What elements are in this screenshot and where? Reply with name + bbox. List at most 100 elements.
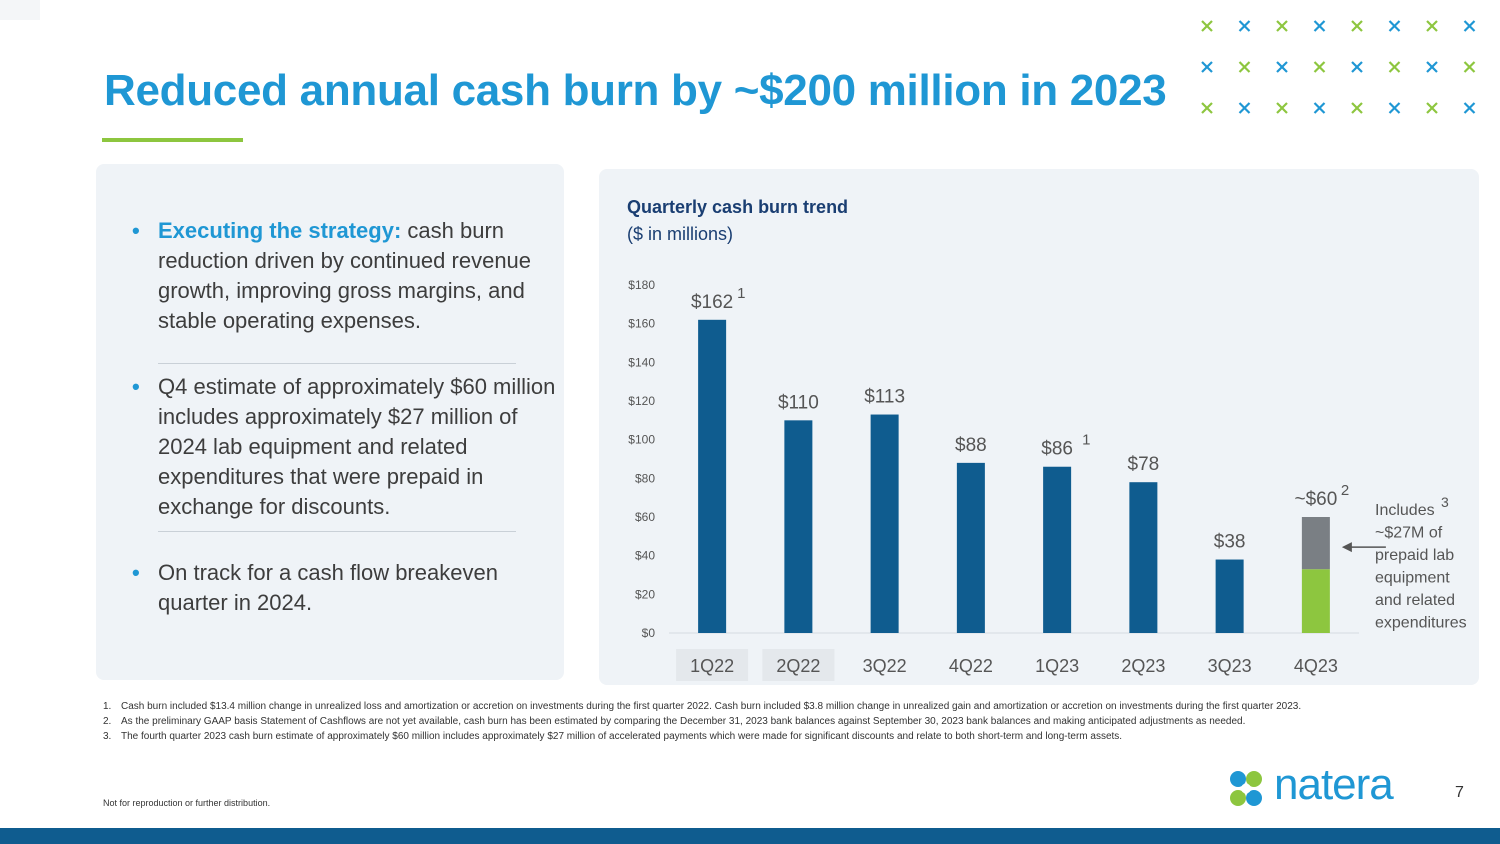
x-mark-icon xyxy=(1463,102,1476,114)
bar-4q23-prepaid xyxy=(1301,517,1330,570)
x-mark-icon xyxy=(1388,20,1401,32)
x-mark-icon xyxy=(1276,102,1288,114)
x-mark-icon xyxy=(1426,102,1438,114)
chart-panel: Quarterly cash burn trend ($ in millions… xyxy=(599,169,1479,685)
x-tick-label: 2Q22 xyxy=(776,656,820,676)
bar-3q23 xyxy=(1215,559,1244,633)
data-label: $88 xyxy=(955,435,987,456)
x-mark-icon xyxy=(1426,20,1438,32)
y-tick-label: $40 xyxy=(635,549,655,563)
bullet-text: cash burn reduction driven by continued … xyxy=(158,218,532,333)
x-tick-label: 3Q23 xyxy=(1208,656,1252,676)
x-mark-icon xyxy=(1313,61,1326,73)
bullet-divider xyxy=(158,363,516,364)
bullet-dot-icon: • xyxy=(132,560,140,585)
logo-wordmark: natera xyxy=(1274,760,1394,809)
x-mark-icon xyxy=(1201,61,1213,73)
annotation-superscript: 3 xyxy=(1441,494,1449,510)
y-tick-label: $180 xyxy=(628,278,655,292)
x-tick-label: 1Q23 xyxy=(1035,656,1079,676)
data-label: $78 xyxy=(1128,454,1160,475)
x-tick-label: 2Q23 xyxy=(1121,656,1165,676)
x-mark-icon xyxy=(1463,20,1476,32)
annotation-text: prepaid lab xyxy=(1375,547,1454,564)
x-mark-icon xyxy=(1238,20,1251,32)
data-label: $113 xyxy=(864,387,905,408)
key-points-panel: • Executing the strategy: cash burn redu… xyxy=(96,164,564,680)
data-label: ~$60 xyxy=(1294,489,1337,510)
y-tick-label: $60 xyxy=(635,510,655,524)
bullet-breakeven: • On track for a cash flow breakeven qua… xyxy=(132,558,563,618)
x-mark-icon xyxy=(1313,102,1326,114)
x-mark-icon xyxy=(1276,61,1288,73)
x-mark-icon xyxy=(1351,20,1363,32)
y-tick-label: $80 xyxy=(635,471,655,485)
footnote-2: 2. As the preliminary GAAP basis Statemen… xyxy=(103,716,1246,727)
bar-1q22 xyxy=(698,319,727,633)
x-mark-icon xyxy=(1238,61,1251,73)
y-tick-label: $160 xyxy=(628,317,655,331)
natera-logo: natera xyxy=(1224,760,1424,816)
annotation-text: equipment xyxy=(1375,570,1450,587)
data-label-superscript: 1 xyxy=(1082,432,1090,449)
chart-title: Quarterly cash burn trend xyxy=(627,197,849,217)
x-mark-icon xyxy=(1388,61,1401,73)
annotation-text: and related xyxy=(1375,592,1455,609)
x-mark-icon xyxy=(1238,102,1251,114)
data-label-superscript: 1 xyxy=(737,285,745,302)
bar-4q23-base xyxy=(1301,569,1330,633)
annotation-text: ~$27M of xyxy=(1375,525,1443,542)
bullet-q4-estimate: • Q4 estimate of approximately $60 milli… xyxy=(132,372,563,522)
x-mark-icon xyxy=(1388,102,1401,114)
x-mark-icon xyxy=(1426,61,1438,73)
x-mark-icon xyxy=(1463,61,1476,73)
bullet-lead: Executing the strategy: xyxy=(158,218,402,243)
page-number: 7 xyxy=(1455,784,1464,801)
corner-mark xyxy=(0,0,40,20)
title-underline xyxy=(102,138,243,142)
data-label-superscript: 2 xyxy=(1341,482,1349,499)
data-label: $110 xyxy=(778,392,819,413)
disclaimer: Not for reproduction or further distribu… xyxy=(103,798,271,808)
x-mark-icon xyxy=(1276,20,1288,32)
x-mark-icon xyxy=(1201,20,1213,32)
bar-2q23 xyxy=(1129,482,1158,633)
x-mark-icon xyxy=(1201,102,1213,114)
annotation-text: expenditures xyxy=(1375,615,1467,632)
x-mark-icon xyxy=(1351,102,1363,114)
bar-2q22 xyxy=(784,420,813,633)
x-mark-icon xyxy=(1351,61,1363,73)
x-tick-label: 4Q22 xyxy=(949,656,993,676)
arrow-head-icon xyxy=(1341,542,1352,553)
bar-3q22 xyxy=(870,414,899,633)
y-tick-label: $120 xyxy=(628,394,655,408)
chart-subtitle: ($ in millions) xyxy=(627,224,734,244)
y-tick-label: $0 xyxy=(642,626,656,640)
footer-bar xyxy=(0,828,1500,844)
cash-burn-bar-chart: $0$20$40$60$80$100$120$140$160$180$162 11… xyxy=(628,278,1467,681)
footnote-3: 3. The fourth quarter 2023 cash burn esti… xyxy=(103,731,1123,742)
x-tick-label: 1Q22 xyxy=(690,656,734,676)
y-tick-label: $100 xyxy=(628,433,655,447)
x-mark-icon xyxy=(1313,20,1326,32)
natera-logo-icon xyxy=(1230,771,1262,806)
bullet-dot-icon: • xyxy=(132,218,140,243)
slide-title: Reduced annual cash burn by ~$200 millio… xyxy=(104,66,1167,115)
bullet-divider xyxy=(158,531,516,532)
decorative-x-pattern-icon xyxy=(1201,20,1476,114)
data-label: $86 xyxy=(1041,439,1073,460)
category-label-bg xyxy=(676,649,749,681)
footnotes: 1. Cash burn included $13.4 million chang… xyxy=(103,699,1463,744)
y-tick-label: $140 xyxy=(628,355,655,369)
bar-1q23 xyxy=(1043,466,1072,633)
bullet-strategy: • Executing the strategy: cash burn redu… xyxy=(132,216,563,336)
annotation-text: Includes xyxy=(1375,502,1435,519)
bullet-text: On track for a cash flow breakeven quart… xyxy=(158,560,498,615)
bullet-dot-icon: • xyxy=(132,374,140,399)
bullet-text: Q4 estimate of approximately $60 million… xyxy=(158,374,556,519)
data-label: $162 xyxy=(691,292,733,313)
x-tick-label: 3Q22 xyxy=(863,656,907,676)
x-tick-label: 4Q23 xyxy=(1294,656,1338,676)
footnote-1: 1. Cash burn included $13.4 million chang… xyxy=(103,701,1302,712)
y-tick-label: $20 xyxy=(635,587,655,601)
